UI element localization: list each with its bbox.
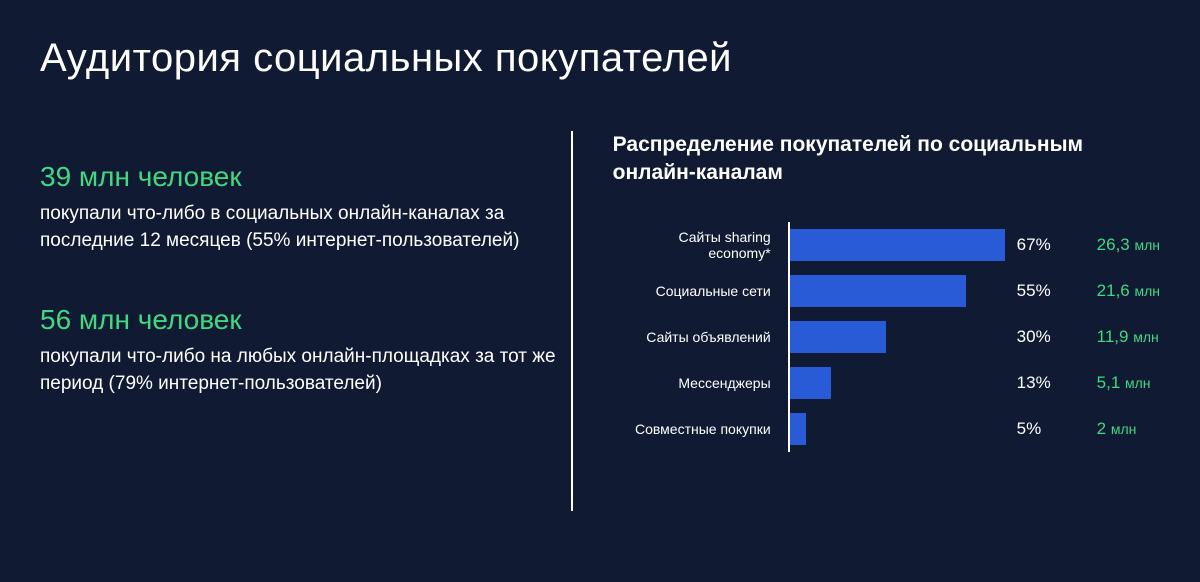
chart-row-label: Мессенджеры bbox=[613, 375, 783, 391]
chart-row-label: Совместные покупки bbox=[613, 421, 783, 437]
vertical-divider bbox=[571, 131, 573, 511]
chart-row: Сайты объявлений 30% 11,9 млн bbox=[613, 314, 1160, 360]
chart-row: Мессенджеры 13% 5,1 млн bbox=[613, 360, 1160, 406]
chart-bar bbox=[790, 321, 886, 353]
slide-title: Аудитория социальных покупателей bbox=[40, 36, 1160, 81]
chart-bar-count: 26,3 млн bbox=[1097, 235, 1160, 255]
right-column: Распределение покупателей по социальным … bbox=[613, 131, 1160, 511]
content-area: 39 млн человек покупали что-либо в социа… bbox=[40, 131, 1160, 511]
chart-bar-count: 21,6 млн bbox=[1097, 281, 1160, 301]
chart-bar bbox=[790, 275, 966, 307]
chart-bar-count: 2 млн bbox=[1097, 419, 1137, 439]
chart-bar bbox=[790, 367, 832, 399]
chart-bar bbox=[790, 413, 806, 445]
stat-description: покупали что-либо в социальных онлайн-ка… bbox=[40, 201, 561, 254]
chart-bar-zone bbox=[790, 413, 1005, 445]
left-column: 39 млн человек покупали что-либо в социа… bbox=[40, 131, 561, 511]
chart-bar-zone bbox=[790, 367, 1005, 399]
chart-bar-percent: 55% bbox=[1017, 281, 1067, 301]
chart-title: Распределение покупателей по социальным … bbox=[613, 131, 1160, 188]
chart-bar-percent: 13% bbox=[1017, 373, 1067, 393]
stat-block-1: 39 млн человек покупали что-либо в социа… bbox=[40, 161, 561, 254]
stat-headline: 39 млн человек bbox=[40, 161, 561, 193]
chart-row: Сайты sharing economy* 67% 26,3 млн bbox=[613, 222, 1160, 268]
chart-row: Социальные сети 55% 21,6 млн bbox=[613, 268, 1160, 314]
chart-bar-count: 5,1 млн bbox=[1097, 373, 1151, 393]
stat-description: покупали что-либо на любых онлайн-площад… bbox=[40, 344, 561, 397]
stat-block-2: 56 млн человек покупали что-либо на любы… bbox=[40, 304, 561, 397]
chart-bar-percent: 5% bbox=[1017, 419, 1067, 439]
chart-bar-percent: 67% bbox=[1017, 235, 1067, 255]
chart-bar-zone bbox=[790, 321, 1005, 353]
chart-bar-zone bbox=[790, 275, 1005, 307]
chart-row-label: Социальные сети bbox=[613, 283, 783, 299]
chart-bar bbox=[790, 229, 1005, 261]
bar-chart: Сайты sharing economy* 67% 26,3 млн Социаль… bbox=[613, 222, 1160, 452]
stat-headline: 56 млн человек bbox=[40, 304, 561, 336]
chart-bar-zone bbox=[790, 229, 1005, 261]
chart-row: Совместные покупки 5% 2 млн bbox=[613, 406, 1160, 452]
chart-row-label: Сайты sharing economy* bbox=[613, 229, 783, 261]
chart-bar-count: 11,9 млн bbox=[1097, 327, 1159, 347]
chart-bar-percent: 30% bbox=[1017, 327, 1067, 347]
chart-row-label: Сайты объявлений bbox=[613, 329, 783, 345]
